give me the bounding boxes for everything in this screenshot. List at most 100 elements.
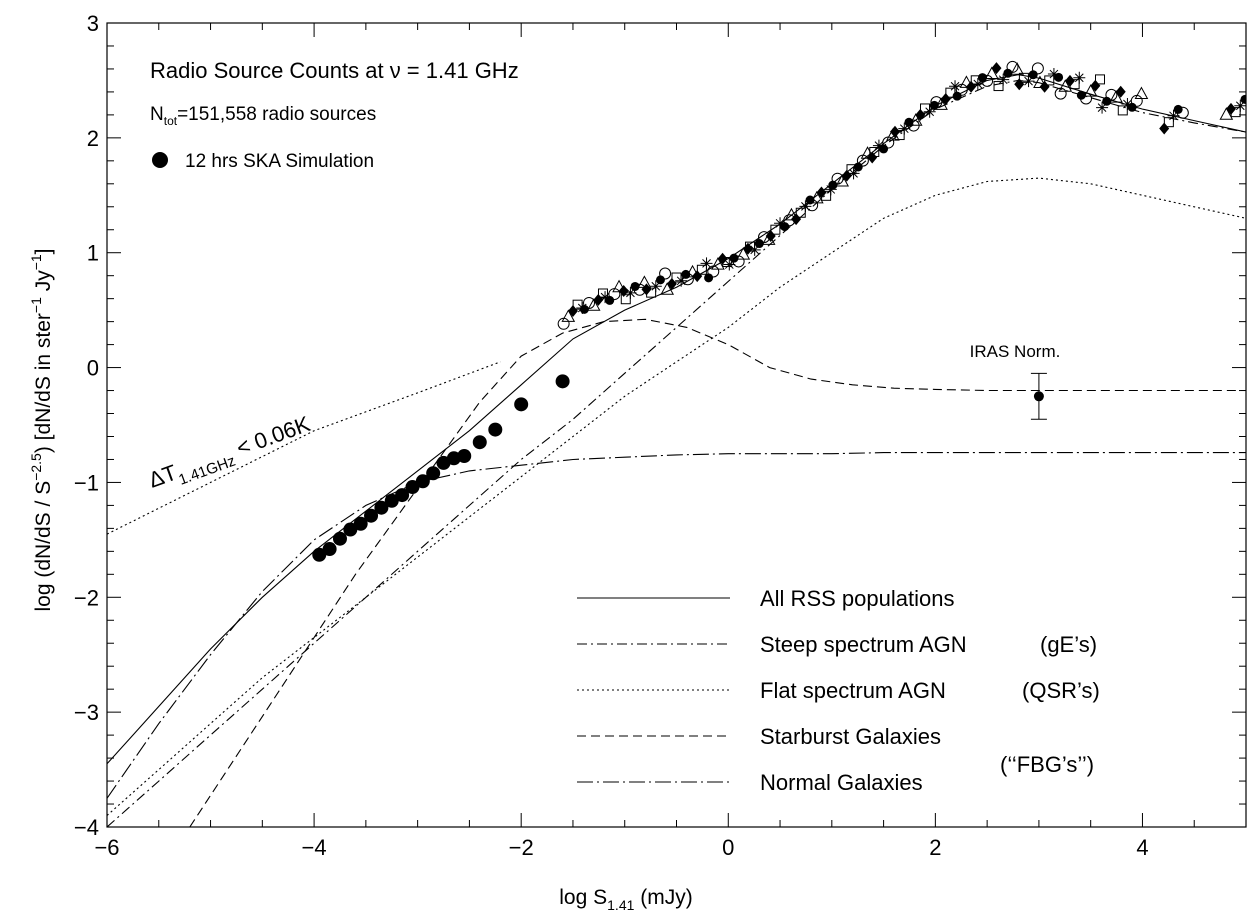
series-line-flat-spectrum-agn	[107, 177, 1246, 816]
ska-point	[364, 508, 379, 523]
observed-point	[1033, 75, 1047, 89]
observed-point	[1167, 109, 1180, 122]
ska-point	[488, 422, 503, 437]
observed-point	[675, 274, 688, 287]
observed-point	[711, 257, 725, 270]
x-tick-label: −6	[94, 835, 119, 860]
observed-point	[1073, 71, 1086, 84]
observed-point	[847, 167, 860, 180]
observed-point	[1102, 96, 1112, 106]
observed-point	[1121, 98, 1134, 111]
x-axis-label: log S1.41 (mJy)	[559, 886, 692, 913]
x-tick-label: 2	[929, 835, 941, 860]
ylabel-p1: log (dN/dS / S	[32, 481, 55, 612]
observed-point	[828, 180, 838, 190]
observed-point	[1031, 62, 1044, 75]
ska-point	[374, 500, 389, 515]
y-tick-label: 0	[87, 356, 99, 381]
observed-point	[765, 230, 776, 243]
observed-point	[923, 105, 936, 118]
legend-label-flat-agn-note: (QSR’s)	[1022, 678, 1100, 703]
observed-point	[872, 139, 885, 152]
observed-point	[605, 295, 615, 305]
observed-point	[780, 222, 790, 232]
observed-point	[952, 91, 962, 101]
observed-point	[1054, 72, 1064, 82]
observed-point	[791, 213, 802, 226]
observed-point	[1117, 105, 1128, 116]
observed-point	[1090, 79, 1101, 92]
observed-point	[754, 239, 764, 249]
observed-point	[1096, 101, 1109, 114]
y-tick-label: −1	[74, 470, 99, 495]
observed-point	[586, 298, 601, 311]
ska-point	[395, 488, 410, 503]
ska-legend-marker	[152, 152, 168, 168]
observed-point	[860, 146, 875, 159]
ska-legend-label: 12 hrs SKA Simulation	[185, 151, 374, 172]
observed-point	[567, 305, 578, 318]
observed-point	[1240, 94, 1246, 104]
legend: All RSS populations Steep spectrum AGN (…	[577, 586, 1100, 795]
ylabel-s1: −2.5	[28, 453, 44, 481]
subtitle-main: N	[150, 104, 164, 125]
observed-point	[795, 207, 806, 218]
observed-point	[620, 294, 631, 305]
observed-point	[1219, 107, 1234, 120]
ska-point	[555, 374, 570, 389]
ska-point	[405, 480, 420, 495]
xlabel-rest: (mJy)	[634, 886, 692, 909]
y-tick-label: −4	[74, 815, 99, 840]
observed-point	[723, 258, 736, 271]
sensitivity-line	[107, 361, 501, 535]
observed-point	[618, 284, 629, 297]
observed-point	[894, 130, 905, 141]
observed-point	[704, 273, 714, 283]
observed-point	[1083, 84, 1098, 97]
observed-point	[1069, 79, 1080, 90]
observed-point	[685, 264, 700, 278]
observed-point	[774, 217, 787, 230]
y-tick-label: 1	[87, 241, 99, 266]
series-line-all-rss-populations	[107, 74, 1246, 765]
y-tick-label: −2	[74, 585, 99, 610]
legend-label-starburst: Starburst Galaxies	[760, 724, 941, 749]
observed-point	[1109, 90, 1123, 103]
observed-point	[1028, 70, 1038, 80]
observed-point	[915, 108, 926, 121]
ska-point	[384, 493, 399, 508]
observed-point	[799, 200, 812, 213]
observed-point	[1039, 80, 1050, 93]
ska-point	[426, 466, 441, 481]
legend-label-flat-agn: Flat spectrum AGN	[760, 678, 946, 703]
observed-point	[1058, 79, 1073, 92]
observed-point	[959, 75, 974, 88]
observed-point	[898, 122, 911, 135]
ska-point	[312, 547, 327, 562]
observed-point	[770, 224, 781, 235]
ska-point	[472, 435, 487, 450]
observed-point	[835, 173, 850, 187]
x-tick-label: −4	[302, 835, 327, 860]
observed-point	[646, 287, 657, 298]
observed-point	[1234, 99, 1246, 112]
observed-point	[984, 66, 999, 80]
observed-point	[700, 257, 713, 270]
ylabel-s2: −1	[28, 297, 44, 313]
observed-point	[1230, 107, 1241, 118]
observed-point	[692, 270, 703, 283]
observed-point	[579, 304, 589, 314]
ska-point	[322, 542, 337, 557]
observed-point	[1044, 75, 1055, 86]
legend-label-steep-agn: Steep spectrum AGN	[760, 632, 967, 657]
x-tick-label: −2	[509, 835, 534, 860]
observed-point	[655, 275, 665, 285]
observed-point	[934, 97, 948, 110]
subtitle-sub: tot	[164, 114, 178, 128]
iras-point	[1030, 372, 1047, 420]
observed-point	[1127, 102, 1137, 112]
observed-point	[824, 183, 837, 196]
observed-point	[748, 243, 761, 256]
